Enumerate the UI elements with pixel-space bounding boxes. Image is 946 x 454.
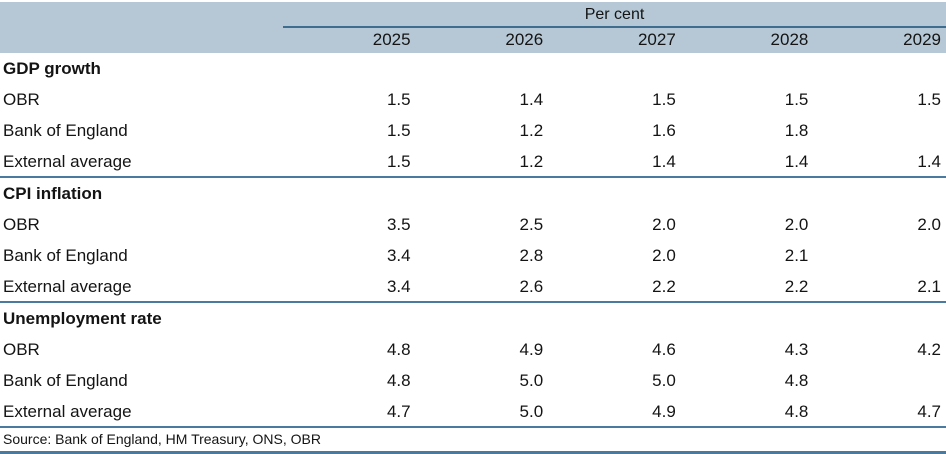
value-cell: 1.4 <box>813 145 946 178</box>
value-cell: 2.0 <box>652 246 676 265</box>
value-cell: 1.5 <box>386 121 411 140</box>
row-label: External average <box>0 145 283 178</box>
value-cell: 4.9 <box>519 340 544 359</box>
value-cell: 4.8 <box>784 371 809 390</box>
value-cell: 4.8 <box>680 395 814 428</box>
table-body: GDP growth OBR 1.5 1.4 1.5 1.5 1.5 Bank of Engl… <box>0 53 946 454</box>
value-cell: 2.2 <box>680 270 814 303</box>
value-cell: 4.8 <box>386 371 411 390</box>
value-cell: 1.4 <box>548 145 681 178</box>
table-row: OBR 1.5 1.4 1.5 1.5 1.5 <box>0 83 946 114</box>
section-title-row: GDP growth <box>0 53 946 83</box>
table-row: External average 1.5 1.2 1.4 1.4 1.4 <box>0 145 946 178</box>
row-label: Bank of England <box>3 246 128 265</box>
table-row: External average 4.7 5.0 4.9 4.8 4.7 <box>0 395 946 428</box>
year-header: 2027 <box>548 27 681 53</box>
table-header: Per cent 2025 2026 2027 2028 2029 <box>0 2 946 53</box>
value-cell: 4.7 <box>813 395 946 428</box>
value-cell: 1.5 <box>784 90 809 109</box>
value-cell: 3.4 <box>386 246 411 265</box>
unit-label: Per cent <box>283 2 946 28</box>
value-cell: 2.1 <box>813 270 946 303</box>
source-note: Source: Bank of England, HM Treasury, ON… <box>0 427 946 454</box>
value-cell: 2.0 <box>652 215 676 234</box>
table-row: OBR 3.5 2.5 2.0 2.0 2.0 <box>0 208 946 239</box>
value-cell: 1.2 <box>415 145 549 178</box>
year-header: 2025 <box>283 27 416 53</box>
value-cell: 5.0 <box>519 371 544 390</box>
years-row-label-spacer <box>0 27 283 53</box>
value-cell: 1.5 <box>283 145 416 178</box>
value-cell: 4.8 <box>386 340 411 359</box>
value-cell: 4.6 <box>652 340 676 359</box>
value-cell <box>813 364 946 395</box>
unit-row: Per cent <box>0 2 946 28</box>
value-cell: 1.4 <box>519 90 544 109</box>
year-header: 2026 <box>415 27 549 53</box>
value-cell: 1.2 <box>519 121 544 140</box>
years-row: 2025 2026 2027 2028 2029 <box>0 27 946 53</box>
value-cell <box>813 239 946 270</box>
value-cell: 1.5 <box>652 90 676 109</box>
section-title: GDP growth <box>3 59 101 78</box>
value-cell: 4.9 <box>548 395 681 428</box>
row-label: External average <box>0 395 283 428</box>
table-row: OBR 4.8 4.9 4.6 4.3 4.2 <box>0 333 946 364</box>
value-cell: 1.5 <box>386 90 411 109</box>
value-cell: 1.4 <box>680 145 814 178</box>
value-cell: 3.4 <box>283 270 416 303</box>
row-label: Bank of England <box>3 121 128 140</box>
value-cell <box>813 114 946 145</box>
value-cell: 4.7 <box>283 395 416 428</box>
year-header: 2029 <box>813 27 946 53</box>
value-cell: 1.5 <box>917 90 941 109</box>
header-corner-cell <box>0 2 283 27</box>
section-title: Unemployment rate <box>3 309 162 328</box>
row-label: OBR <box>3 340 40 359</box>
value-cell: 1.6 <box>652 121 676 140</box>
section-title-row: Unemployment rate <box>0 302 946 333</box>
table-row: External average 3.4 2.6 2.2 2.2 2.1 <box>0 270 946 303</box>
value-cell: 2.5 <box>519 215 544 234</box>
value-cell: 2.0 <box>917 215 941 234</box>
table-row: Bank of England 1.5 1.2 1.6 1.8 <box>0 114 946 145</box>
source-row: Source: Bank of England, HM Treasury, ON… <box>0 427 946 454</box>
year-header: 2028 <box>680 27 814 53</box>
row-label: Bank of England <box>3 371 128 390</box>
table-row: Bank of England 3.4 2.8 2.0 2.1 <box>0 239 946 270</box>
value-cell: 2.8 <box>519 246 544 265</box>
value-cell: 4.3 <box>784 340 809 359</box>
value-cell: 2.2 <box>548 270 681 303</box>
value-cell: 5.0 <box>652 371 676 390</box>
row-label: OBR <box>3 90 40 109</box>
section-title: CPI inflation <box>3 184 103 203</box>
value-cell: 5.0 <box>415 395 549 428</box>
value-cell: 2.1 <box>784 246 809 265</box>
value-cell: 3.5 <box>386 215 411 234</box>
section-title-row: CPI inflation <box>0 177 946 208</box>
table-row: Bank of England 4.8 5.0 5.0 4.8 <box>0 364 946 395</box>
value-cell: 2.0 <box>784 215 809 234</box>
value-cell: 1.8 <box>784 121 809 140</box>
row-label: External average <box>0 270 283 303</box>
value-cell: 4.2 <box>917 340 941 359</box>
value-cell: 2.6 <box>415 270 549 303</box>
row-label: OBR <box>3 215 40 234</box>
